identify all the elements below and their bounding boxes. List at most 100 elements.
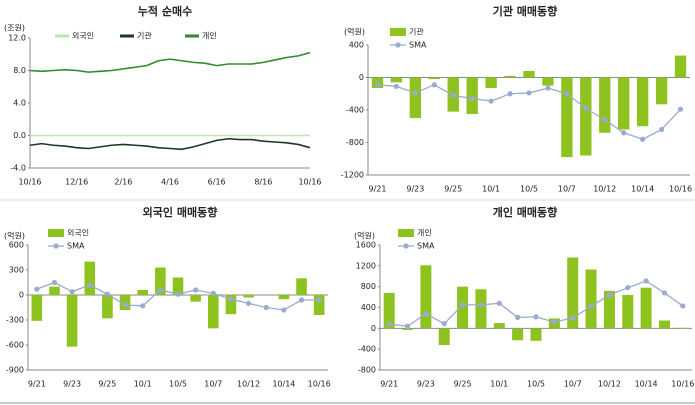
y-tick-label: -4.0: [10, 164, 26, 173]
y-tick-label: 0: [371, 324, 376, 333]
marker: [570, 315, 576, 321]
marker: [140, 303, 146, 309]
bar: [475, 289, 487, 329]
marker: [193, 287, 199, 293]
bar: [655, 77, 668, 105]
marker: [175, 291, 181, 297]
bar: [402, 328, 414, 330]
marker: [625, 285, 631, 291]
marker: [281, 307, 287, 313]
bar: [438, 328, 450, 345]
legend-label: 외국인: [67, 228, 89, 238]
bar: [31, 295, 43, 321]
bar: [457, 286, 469, 329]
bar: [84, 261, 96, 295]
y-tick-label: -400: [346, 106, 364, 115]
marker: [533, 314, 539, 320]
chart-title: 기관 매매동향: [493, 4, 558, 18]
x-tick-label: 10/1: [134, 380, 152, 389]
x-tick-label: 2/16: [114, 178, 132, 187]
marker: [69, 289, 75, 295]
legend-label: 개인: [202, 31, 217, 41]
marker: [450, 92, 456, 98]
x-tick-label: 9/23: [417, 380, 435, 389]
bar: [622, 295, 634, 329]
bar: [172, 277, 184, 295]
bar: [512, 328, 524, 341]
chart-title: 외국인 매매동향: [143, 205, 218, 219]
bar: [49, 286, 60, 295]
x-tick-label: 9/25: [454, 380, 472, 389]
bar: [523, 71, 535, 78]
x-tick-label: 10/5: [520, 185, 538, 194]
bar: [636, 77, 649, 127]
marker: [643, 278, 649, 284]
y-tick-label: 0: [359, 73, 364, 82]
bar: [599, 77, 611, 133]
bar: [390, 77, 403, 83]
marker: [316, 297, 322, 303]
bar: [313, 295, 325, 315]
y-tick-label: 4.0: [13, 99, 26, 108]
y-tick-label: 1200: [356, 261, 376, 270]
marker: [210, 290, 216, 296]
marker: [478, 302, 484, 308]
bar: [190, 295, 201, 302]
x-tick-label: 10/1: [490, 380, 508, 389]
marker: [459, 302, 466, 308]
x-tick-label: 9/21: [28, 380, 46, 389]
marker: [488, 98, 494, 104]
marker: [680, 303, 686, 309]
bar: [420, 265, 432, 329]
legend-label: 개인: [417, 228, 432, 238]
marker: [545, 85, 551, 91]
bar: [243, 295, 254, 298]
y-tick-label: -600: [6, 341, 24, 350]
marker: [386, 321, 392, 327]
marker: [87, 282, 93, 288]
x-tick-label: 6/16: [208, 178, 226, 187]
x-tick-label: 12/16: [65, 178, 88, 187]
legend-label: SMA: [417, 242, 435, 251]
bar: [542, 77, 554, 86]
bar: [409, 77, 422, 119]
y-tick-label: 8.0: [13, 66, 26, 75]
marker: [658, 126, 665, 133]
legend-swatch: [48, 229, 64, 237]
marker: [374, 82, 381, 88]
y-tick-label: -300: [6, 316, 24, 325]
bar: [674, 55, 687, 78]
x-tick-label: 10/16: [18, 178, 41, 187]
x-tick-label: 10/16: [308, 380, 331, 389]
marker: [551, 319, 557, 325]
marker: [469, 96, 475, 102]
marker: [515, 314, 521, 320]
y-tick-label: -400: [358, 345, 376, 354]
x-tick-label: 10/12: [593, 185, 616, 194]
bar: [585, 269, 597, 329]
bar: [155, 267, 166, 295]
bar: [618, 77, 630, 130]
marker: [606, 292, 613, 298]
marker: [104, 291, 111, 297]
marker: [263, 304, 269, 311]
marker: [431, 82, 437, 88]
bar: [493, 323, 505, 329]
chart-title: 개인 매매동향: [493, 205, 558, 219]
legend-marker: [53, 243, 59, 249]
bar: [504, 75, 516, 78]
y-tick-label: 12.0: [8, 34, 26, 43]
y-tick-label: -800: [346, 138, 364, 147]
bar: [278, 295, 290, 300]
bar: [466, 77, 478, 115]
bar: [658, 320, 670, 329]
bar: [561, 77, 573, 158]
marker: [588, 303, 594, 310]
marker: [423, 311, 429, 317]
marker: [640, 136, 646, 142]
legend-label: SMA: [67, 242, 85, 251]
y-tick-label: 0: [19, 291, 24, 300]
unit-label: (억원): [4, 231, 25, 241]
bar: [137, 290, 148, 295]
x-tick-label: 10/1: [482, 185, 500, 194]
